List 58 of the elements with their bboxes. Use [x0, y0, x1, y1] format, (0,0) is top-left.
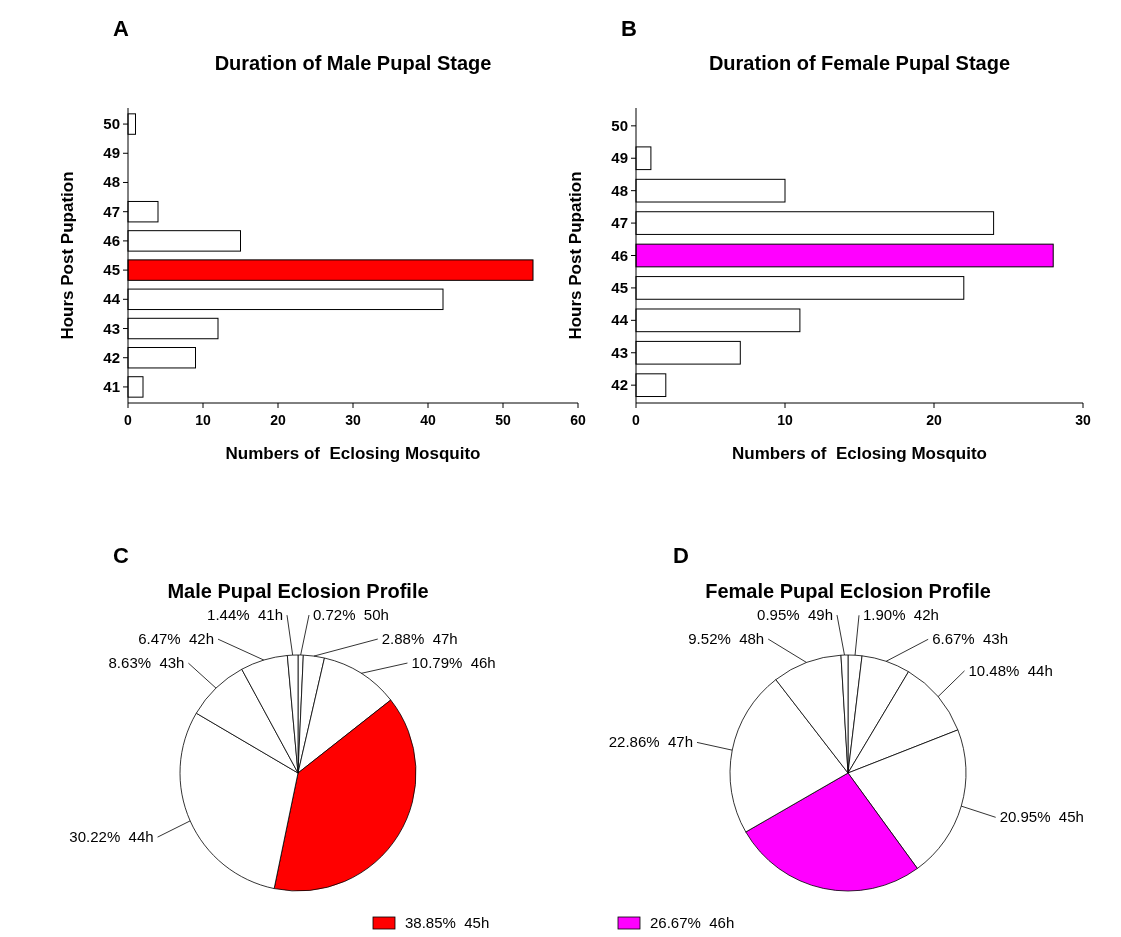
y-tick-label: 46: [611, 246, 628, 264]
text: C: [113, 543, 129, 568]
x-tick-label: 20: [270, 412, 286, 428]
slice-label: 0.95% 49h: [757, 606, 833, 624]
chart-title: Duration of Female Pupal Stage: [708, 52, 1011, 74]
y-tick-label: 42: [103, 348, 120, 366]
y-tick-label: 43: [611, 343, 628, 361]
x-tick-label: 40: [420, 412, 436, 428]
x-tick-label: 50: [495, 412, 511, 428]
y-tick-label: 50: [103, 115, 120, 133]
slice-label: 2.88% 47h: [381, 630, 458, 648]
y-tick-label: 48: [103, 173, 120, 191]
legend-label: 38.85% 45h: [405, 914, 490, 931]
slice-label: 9.52% 48h: [688, 630, 765, 648]
y-tick-label: 48: [611, 181, 628, 199]
y-tick-label: 49: [611, 149, 628, 167]
x-tick-label: 20: [926, 412, 942, 428]
x-tick-label: 10: [777, 412, 793, 428]
slice-label: 30.22% 44h: [69, 828, 154, 846]
y-tick-label: 42: [611, 376, 628, 394]
y-tick-label: 44: [103, 290, 121, 308]
text: B: [621, 16, 637, 41]
y-axis-title: Hours Post Pupation: [566, 171, 585, 340]
slice-label: 1.90% 42h: [863, 606, 939, 624]
y-tick-label: 44: [611, 311, 629, 329]
slice-label: 8.63% 43h: [108, 654, 185, 672]
x-tick-label: 30: [345, 412, 361, 428]
chart-title: Male Pupal Eclosion Profile: [167, 580, 429, 602]
y-tick-label: 50: [611, 116, 628, 134]
x-tick-label: 30: [1075, 412, 1091, 428]
y-tick-label: 41: [103, 377, 120, 395]
y-tick-label: 45: [611, 278, 628, 296]
y-tick-label: 49: [103, 144, 120, 162]
x-tick-label: 60: [570, 412, 586, 428]
x-tick-label: 10: [195, 412, 211, 428]
slice-label: 22.86% 47h: [608, 733, 693, 751]
text: A: [113, 16, 129, 41]
y-tick-label: 47: [611, 214, 628, 232]
slice-label: 6.47% 42h: [138, 630, 215, 648]
slice-label: 20.95% 45h: [999, 808, 1084, 826]
x-tick-label: 0: [124, 412, 133, 428]
x-axis-title: Numbers of Eclosing Mosquito: [225, 444, 481, 463]
y-tick-label: 47: [103, 202, 120, 220]
slice-label: 6.67% 43h: [932, 630, 1009, 648]
text: D: [673, 543, 689, 568]
slice-label: 10.79% 46h: [411, 654, 496, 672]
slice-label: 0.72% 50h: [313, 606, 389, 624]
chart-title: Duration of Male Pupal Stage: [214, 52, 492, 74]
x-tick-label: 0: [632, 412, 641, 428]
slice-label: 1.44% 41h: [207, 606, 283, 624]
legend-label: 26.67% 46h: [650, 914, 735, 931]
x-axis-title: Numbers of Eclosing Mosquito: [731, 444, 988, 463]
y-tick-label: 45: [103, 261, 120, 279]
chart-title: Female Pupal Eclosion Profile: [705, 580, 991, 602]
y-axis-title: Hours Post Pupation: [58, 171, 77, 340]
slice-label: 10.48% 44h: [968, 661, 1053, 679]
y-tick-label: 46: [103, 231, 120, 249]
y-tick-label: 43: [103, 319, 120, 337]
